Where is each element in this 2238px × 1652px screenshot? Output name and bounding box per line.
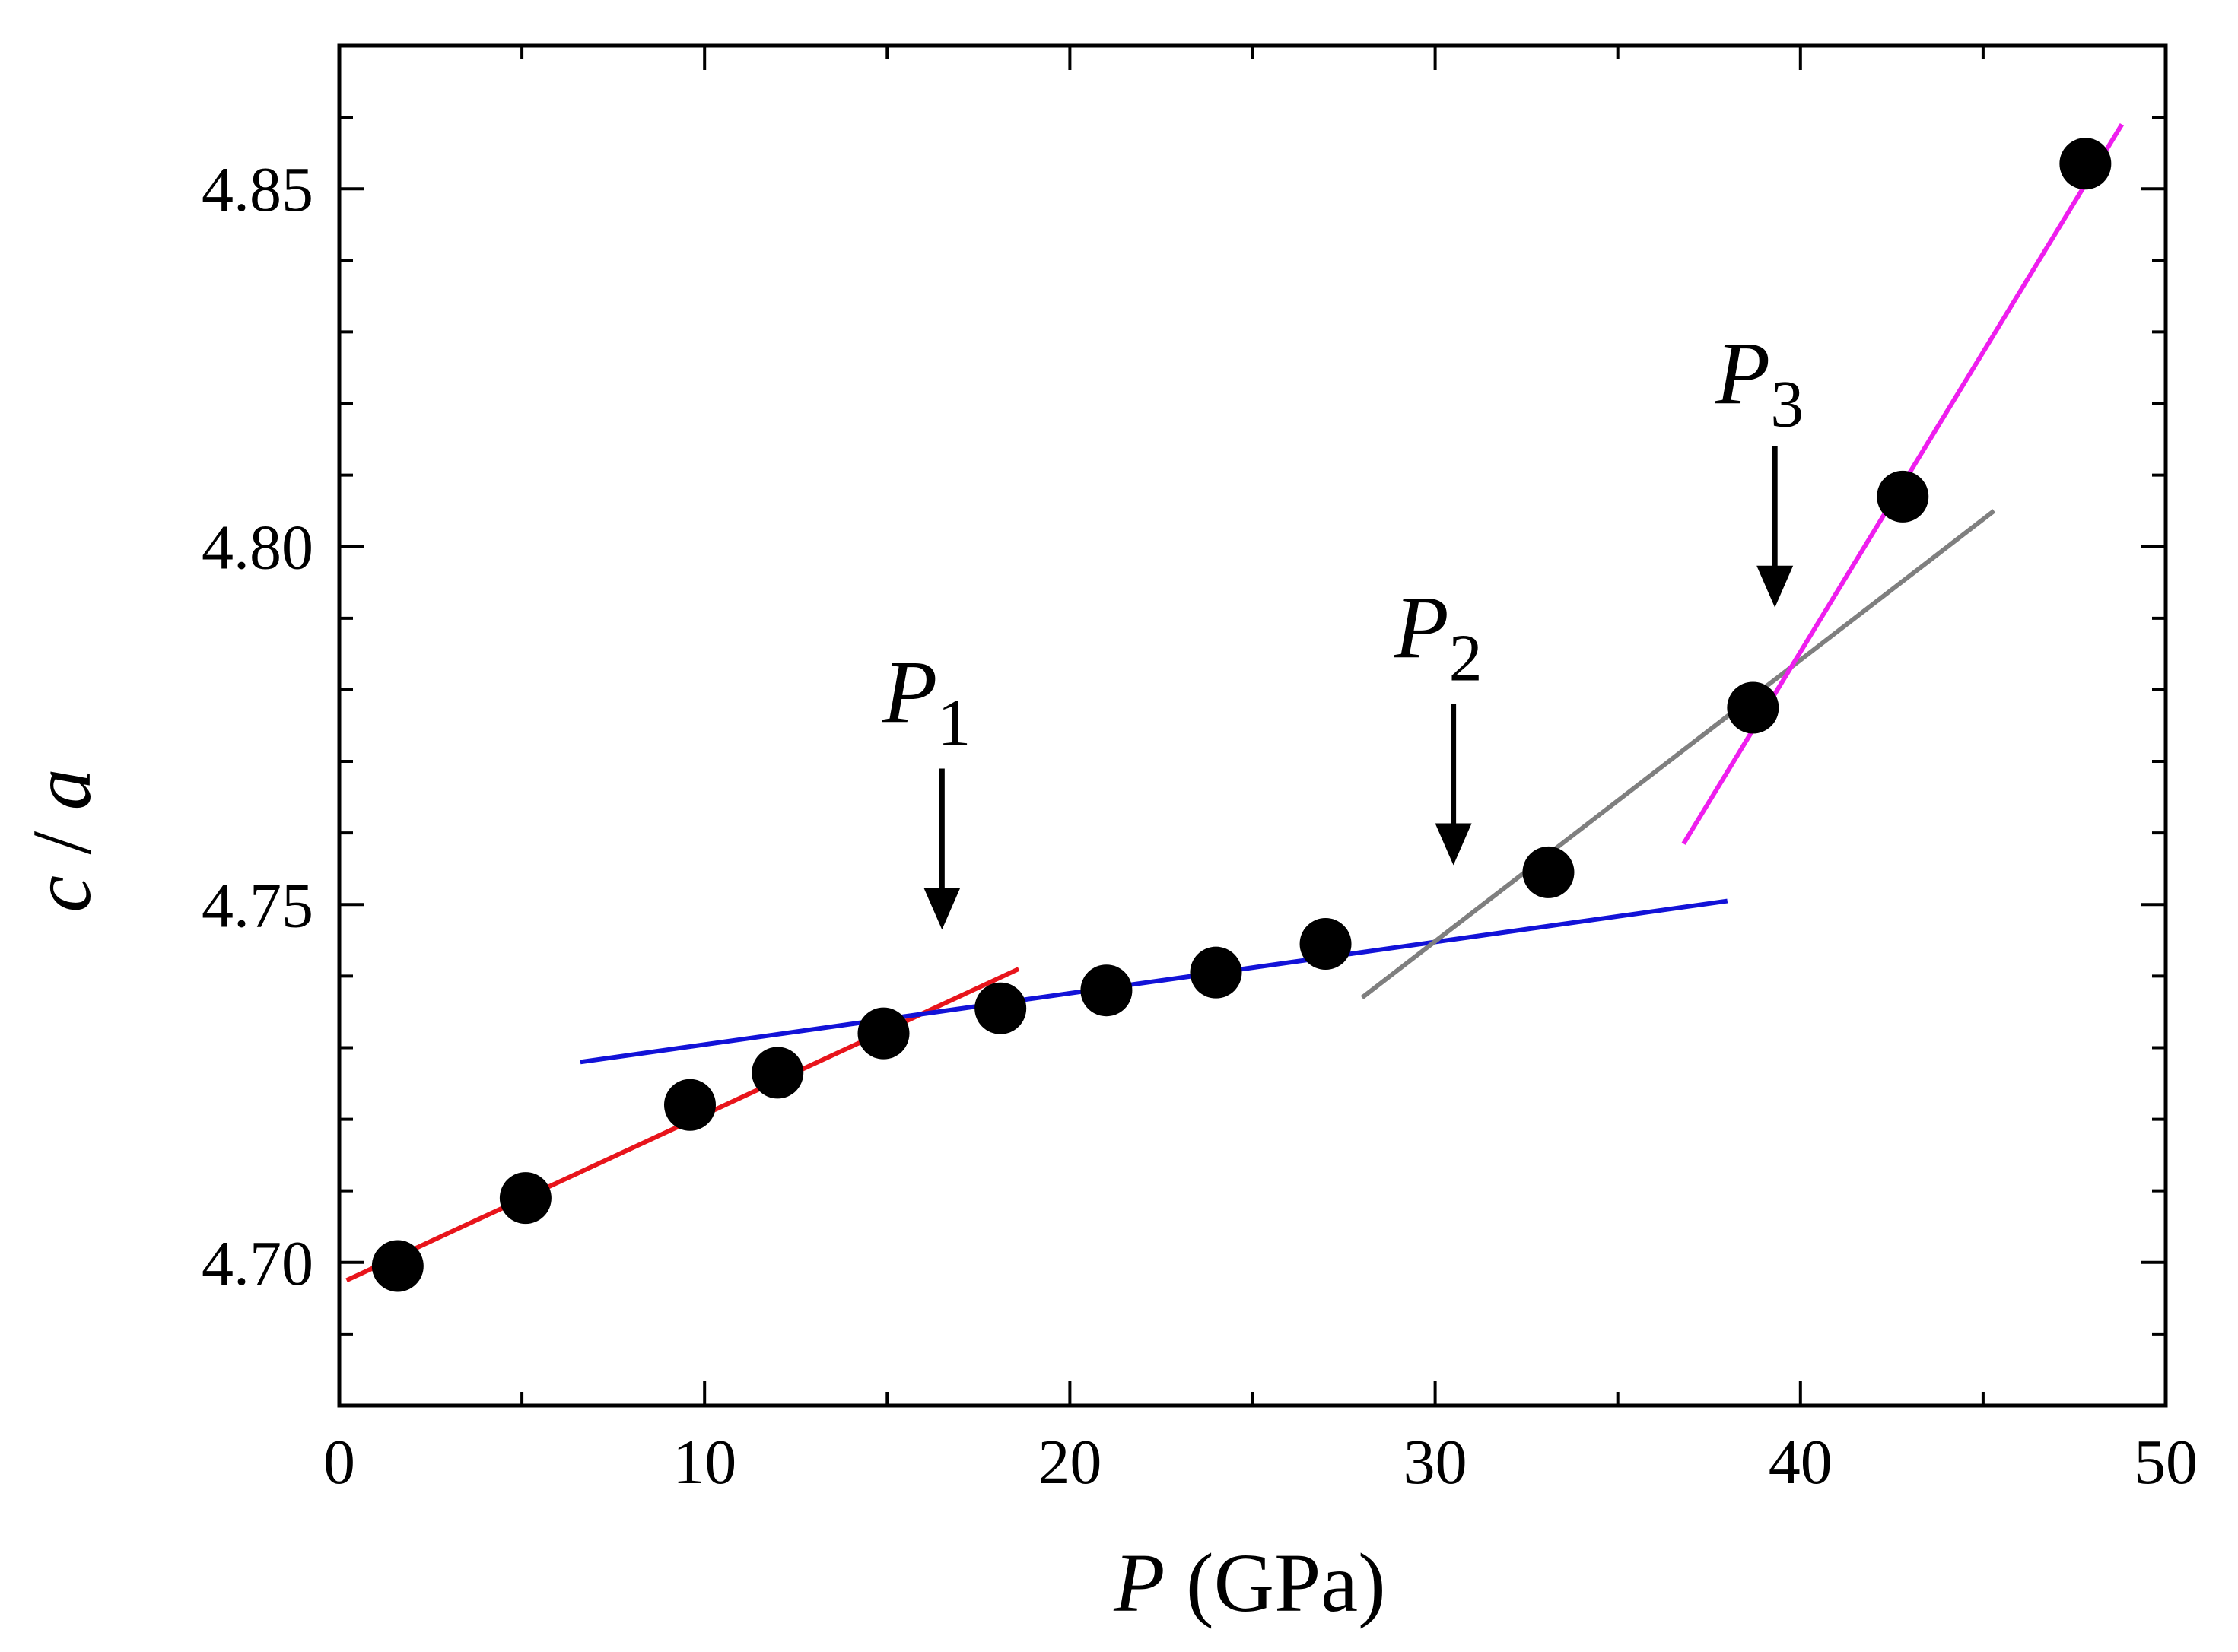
data-point	[974, 982, 1027, 1034]
data-point	[1522, 846, 1575, 898]
x-tick-label: 10	[672, 1427, 736, 1498]
plot-frame	[337, 43, 2168, 1408]
data-point	[857, 1007, 910, 1060]
data-point	[1080, 964, 1133, 1017]
fit-line-3	[1360, 509, 1996, 999]
down-arrowhead-icon	[1756, 565, 1794, 608]
data-point	[2059, 138, 2112, 190]
down-arrowhead-icon	[1435, 823, 1472, 866]
y-tick-label: 4.85	[202, 154, 313, 225]
data-point	[1190, 946, 1242, 999]
x-tick-label: 40	[1769, 1427, 1833, 1498]
data-point	[1877, 470, 1929, 523]
transition-label: P1	[882, 642, 971, 760]
y-axis-label-separator: /	[15, 810, 108, 875]
data-point	[1727, 681, 1779, 734]
y-axis-label: c / a	[15, 768, 108, 912]
transition-label-subscript: 3	[1770, 368, 1804, 442]
x-tick-label: 50	[2134, 1427, 2198, 1498]
data-point	[752, 1047, 804, 1099]
y-tick-label: 4.80	[202, 513, 313, 583]
down-arrowhead-icon	[923, 888, 961, 930]
transition-label-letter: P	[1394, 578, 1449, 678]
y-tick-label: 4.75	[202, 870, 313, 941]
x-tick-label: 0	[323, 1427, 355, 1498]
data-point	[499, 1172, 552, 1225]
x-axis-label-variable: P	[1113, 1536, 1165, 1629]
x-tick-label: 20	[1038, 1427, 1102, 1498]
y-tick-label: 4.70	[202, 1228, 313, 1299]
y-axis-label-numerator: c	[15, 875, 108, 913]
data-point	[371, 1240, 424, 1292]
x-axis-label-unit: (GPa)	[1165, 1536, 1386, 1629]
axis-ticks-group: 0 10 20 30 40 50 4.70 4.75 4.80 4.85	[202, 46, 2198, 1498]
data-points-group	[371, 138, 2112, 1292]
transition-label-subscript: 1	[937, 686, 971, 760]
data-point	[663, 1079, 716, 1131]
transition-label: P3	[1715, 324, 1804, 442]
data-point	[1299, 918, 1352, 971]
y-axis-label-denominator: a	[15, 768, 108, 810]
transition-label: P2	[1394, 578, 1483, 696]
transition-label-letter: P	[882, 642, 937, 742]
transition-label-letter: P	[1715, 324, 1770, 424]
transition-label-subscript: 2	[1449, 622, 1483, 696]
fit-line-2	[580, 898, 1728, 1065]
x-tick-label: 30	[1404, 1427, 1467, 1498]
x-axis-label: P (GPa)	[1113, 1536, 1385, 1629]
